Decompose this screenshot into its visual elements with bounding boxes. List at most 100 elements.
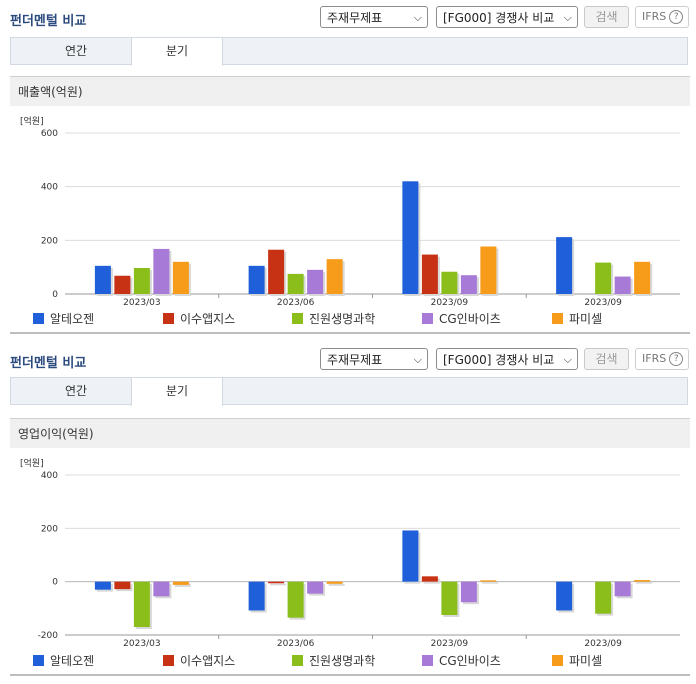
bar [480, 580, 497, 582]
legend-item[interactable]: CG인바이츠 [422, 310, 501, 327]
legend-label: 파미셀 [569, 312, 603, 326]
bar [421, 254, 438, 294]
ifrs-label: IFRS [642, 352, 667, 365]
y-tick-label: 400 [41, 471, 58, 481]
ifrs-label: IFRS [642, 10, 667, 23]
competitor-select[interactable]: [FG000] 경쟁사 비교 ⌵ [436, 348, 578, 370]
ifrs-help-button[interactable]: IFRS? [635, 348, 689, 370]
ifrs-help-button[interactable]: IFRS? [635, 6, 689, 28]
statement-select[interactable]: 주재무제표 ⌵ [320, 6, 428, 28]
statement-select[interactable]: 주재무제표 ⌵ [320, 348, 428, 370]
bar [556, 581, 573, 611]
legend-swatch [292, 655, 303, 666]
bar [114, 275, 131, 294]
x-tick-label: 2023/09 [431, 298, 469, 308]
x-tick-label: 2023/09 [584, 639, 622, 649]
legend-label: 알테오젠 [50, 312, 95, 326]
search-button[interactable]: 검색 [584, 6, 629, 28]
tab-quarterly[interactable]: 분기 [131, 378, 223, 406]
bar [133, 581, 150, 627]
bar [460, 581, 477, 603]
help-icon: ? [669, 10, 684, 24]
bar [172, 261, 189, 294]
divider [10, 674, 690, 676]
panel-revenue: 펀더멘털 비교 주재무제표 ⌵ [FG000] 경쟁사 비교 ⌵ 검색 IFRS? … [0, 0, 696, 340]
bar [268, 581, 285, 584]
bar [634, 580, 651, 582]
bar-shadow [270, 583, 287, 586]
y-tick-label: -200 [38, 631, 59, 641]
bar [268, 249, 285, 294]
bar [287, 273, 304, 294]
legend-label: 이수앱지스 [180, 312, 236, 326]
bar [307, 581, 324, 594]
y-tick-label: 400 [41, 183, 58, 193]
panel-operating-profit: 펀더멘털 비교 주재무제표 ⌵ [FG000] 경쟁사 비교 ⌵ 검색 IFRS? … [0, 342, 696, 684]
bar [480, 246, 497, 294]
section-title: 펀더멘털 비교 [10, 14, 87, 29]
bar [248, 581, 265, 611]
bar [421, 576, 438, 582]
chevron-down-icon: ⌵ [563, 11, 572, 24]
x-tick-label: 2023/03 [123, 298, 160, 308]
y-tick-label: 0 [52, 290, 58, 300]
competitor-select-value: [FG000] 경쟁사 비교 [443, 353, 555, 367]
competitor-select[interactable]: [FG000] 경쟁사 비교 ⌵ [436, 6, 578, 28]
operating-profit-chart: -200 0 200 400 2023/03 2023/06 2023/09 2023/09 [38, 471, 680, 649]
x-tick-label: 2023/09 [584, 298, 622, 308]
legend-item[interactable]: 파미셀 [552, 652, 602, 669]
legend-item[interactable]: 진원생명과학 [292, 310, 375, 327]
bar [326, 259, 343, 294]
bar [402, 181, 419, 294]
tab-annual[interactable]: 연간 [64, 384, 88, 398]
help-icon: ? [669, 352, 684, 366]
search-button[interactable]: 검색 [584, 348, 629, 370]
bar [595, 262, 612, 294]
period-tabs: 연간 분기 [10, 37, 688, 66]
bar [614, 581, 631, 597]
bar [153, 248, 170, 294]
bar [326, 581, 343, 584]
chart-title: 영업이익(억원) [10, 418, 690, 448]
bar [248, 265, 265, 294]
y-tick-label: 200 [41, 524, 58, 534]
legend-label: 진원생명과학 [309, 312, 376, 326]
tab-annual[interactable]: 연간 [64, 44, 88, 58]
chevron-down-icon: ⌵ [413, 11, 422, 24]
bar [634, 261, 651, 294]
legend-label: CG인바이츠 [439, 654, 501, 668]
bar [441, 581, 458, 615]
bar [94, 581, 111, 590]
legend-item[interactable]: 이수앱지스 [163, 652, 235, 669]
legend-item[interactable]: 진원생명과학 [292, 652, 375, 669]
x-tick-label: 2023/06 [277, 639, 315, 649]
bar [614, 276, 631, 294]
bar [172, 581, 189, 585]
legend-item[interactable]: 파미셀 [552, 310, 602, 327]
chevron-down-icon: ⌵ [563, 353, 572, 366]
statement-select-value: 주재무제표 [327, 11, 383, 25]
bar [460, 275, 477, 294]
legend-swatch [422, 313, 433, 324]
bar [556, 237, 573, 294]
legend-swatch [292, 313, 303, 324]
bar [441, 271, 458, 294]
chart-title: 매출액(억원) [10, 76, 690, 106]
bar [287, 581, 304, 618]
legend-item[interactable]: 이수앱지스 [163, 310, 235, 327]
legend-item[interactable]: 알테오젠 [33, 652, 94, 669]
legend-item[interactable]: 알테오젠 [33, 310, 94, 327]
tab-quarterly[interactable]: 분기 [131, 38, 223, 66]
bar-shadow [482, 582, 499, 584]
bar [133, 267, 150, 294]
legend-label: 진원생명과학 [309, 654, 376, 668]
unit-label: [억원] [20, 459, 44, 469]
legend-item[interactable]: CG인바이츠 [422, 652, 501, 669]
bar [114, 581, 131, 590]
revenue-chart: 0 200 400 600 2023/03 2023/06 2023/09 2023/09 [41, 129, 680, 308]
legend-label: 이수앱지스 [180, 654, 236, 668]
competitor-select-value: [FG000] 경쟁사 비교 [443, 11, 555, 25]
bar [153, 581, 170, 597]
period-tabs: 연간 분기 [10, 377, 688, 406]
y-tick-label: 600 [41, 129, 58, 139]
